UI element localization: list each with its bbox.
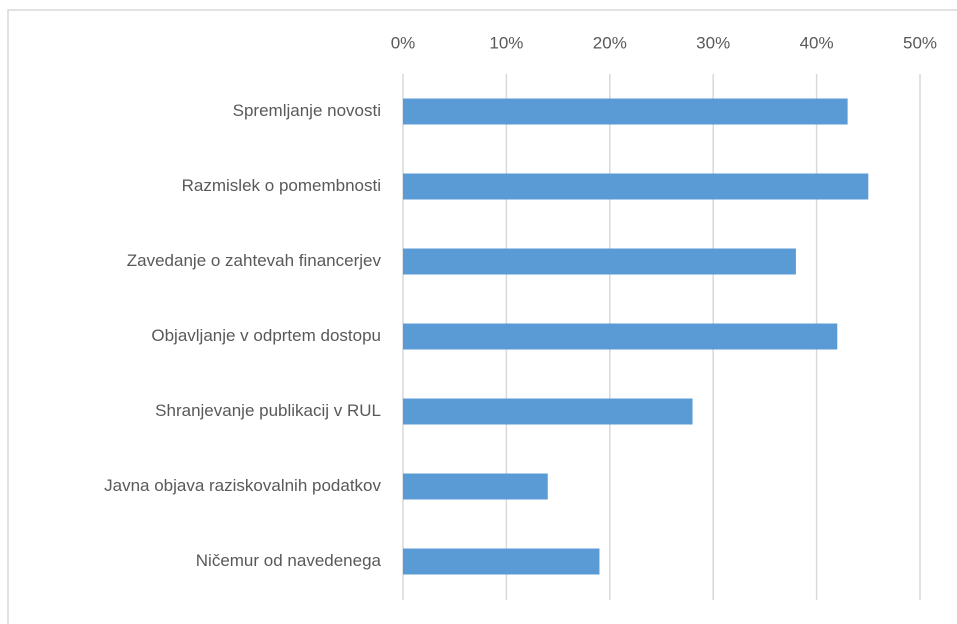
bar <box>403 548 600 575</box>
x-tick-label: 40% <box>800 33 834 52</box>
x-tick-label: 30% <box>696 33 730 52</box>
y-tick-label: Ničemur od navedenega <box>196 551 382 570</box>
y-tick-label: Razmislek o pomembnosti <box>182 176 381 195</box>
x-tick-label: 20% <box>593 33 627 52</box>
x-tick-label: 10% <box>489 33 523 52</box>
bar <box>403 398 693 425</box>
y-tick-label: Spremljanje novosti <box>233 101 381 120</box>
y-tick-label: Javna objava raziskovalnih podatkov <box>104 476 381 495</box>
x-tick-label: 50% <box>903 33 937 52</box>
y-tick-label: Shranjevanje publikacij v RUL <box>155 401 381 420</box>
chart-frame <box>7 9 957 624</box>
x-tick-label: 0% <box>391 33 416 52</box>
bar <box>403 473 548 500</box>
bar <box>403 173 869 200</box>
y-tick-label: Zavedanje o zahtevah financerjev <box>127 251 382 270</box>
y-tick-label: Objavljanje v odprtem dostopu <box>151 326 381 345</box>
bar <box>403 323 838 350</box>
bar <box>403 248 796 275</box>
bar <box>403 98 848 125</box>
